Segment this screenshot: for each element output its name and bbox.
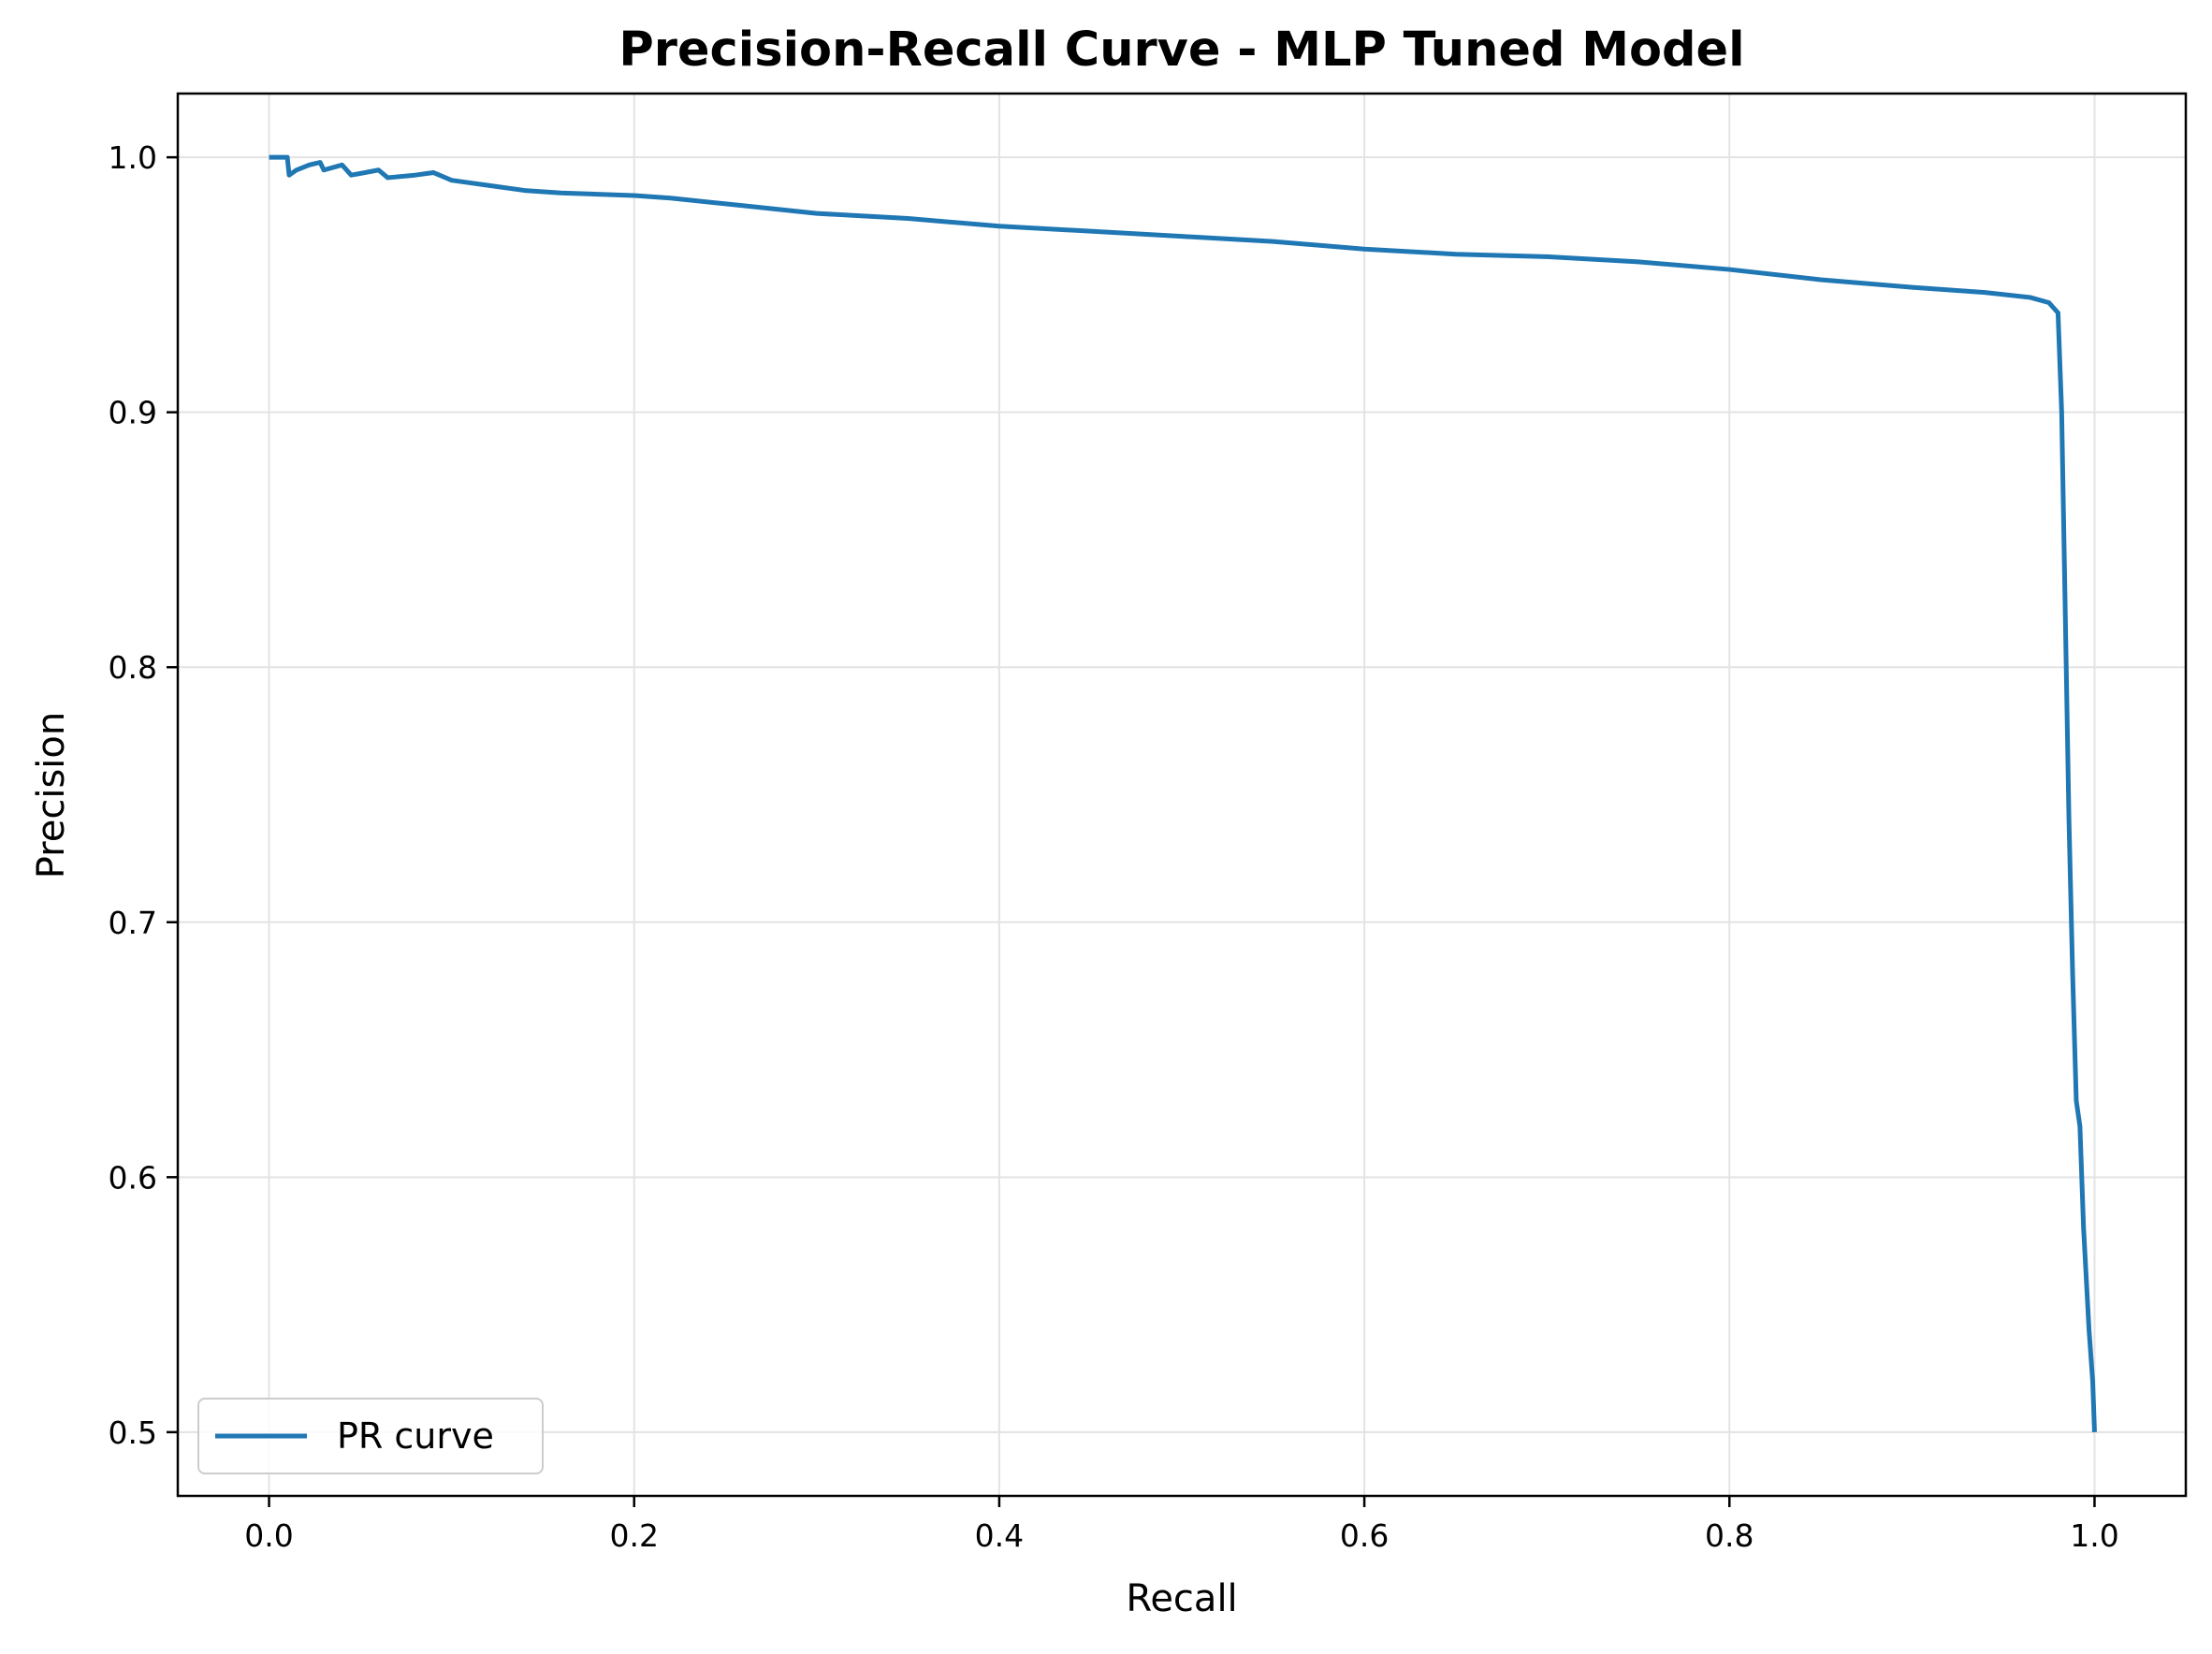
x-tick-label: 0.6 bbox=[1340, 1517, 1389, 1554]
legend-label: PR curve bbox=[337, 1415, 494, 1457]
pr-curve-line bbox=[269, 154, 2097, 1432]
x-tick-label: 1.0 bbox=[2070, 1517, 2118, 1554]
x-tick-label: 0.2 bbox=[609, 1517, 658, 1554]
series-layer bbox=[269, 154, 2097, 1432]
x-tick-label: 0.0 bbox=[244, 1517, 293, 1554]
plot-frame bbox=[176, 92, 2188, 1498]
y-tick-label: 0.7 bbox=[109, 905, 157, 941]
legend: PR curve bbox=[197, 1398, 544, 1474]
y-tick-label: 0.9 bbox=[109, 395, 157, 431]
y-tick-label: 0.5 bbox=[109, 1415, 157, 1451]
y-tick-label: 1.0 bbox=[109, 139, 157, 176]
chart-title: Precision-Recall Curve - MLP Tuned Model bbox=[618, 22, 1744, 78]
tick-layer: 0.0 0.2 0.4 0.6 0.8 1.0 0.5 0.6 0.7 0.8 0.9 1.0 bbox=[109, 139, 2119, 1554]
legend-box bbox=[197, 1398, 544, 1474]
x-axis-label: Recall bbox=[1126, 1577, 1237, 1620]
y-axis-label: Precision bbox=[30, 712, 73, 878]
x-tick-label: 0.8 bbox=[1705, 1517, 1754, 1554]
x-tick-label: 0.4 bbox=[975, 1517, 1024, 1554]
y-tick-label: 0.6 bbox=[109, 1159, 157, 1196]
grid-lines bbox=[178, 94, 2186, 1496]
y-tick-label: 0.8 bbox=[109, 649, 157, 686]
